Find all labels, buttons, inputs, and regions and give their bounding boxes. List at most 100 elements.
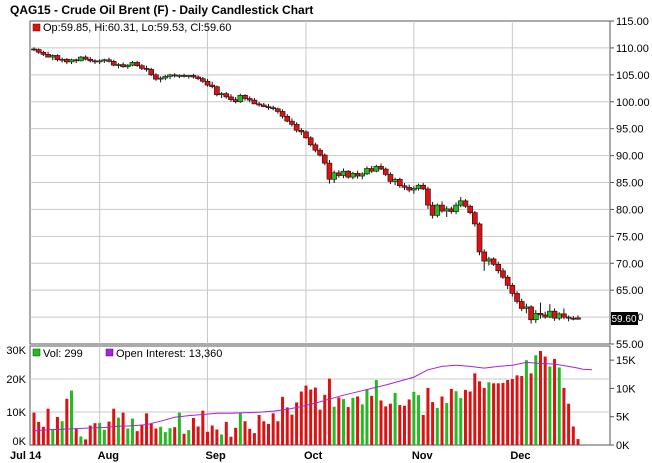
candle-body <box>87 58 94 62</box>
volume-bar <box>388 403 392 445</box>
volume-bar <box>402 405 406 445</box>
volume-bar <box>318 409 322 445</box>
candle-body <box>453 204 459 212</box>
candle-body <box>218 93 225 96</box>
volume-bars <box>32 350 580 445</box>
candle-body <box>185 75 192 77</box>
volume-bar <box>459 398 463 445</box>
volume-bar <box>266 423 270 445</box>
volume-bar <box>426 387 430 445</box>
volume-bar <box>553 358 557 445</box>
volume-bar <box>102 429 106 445</box>
volume-bar <box>548 366 552 445</box>
volume-bar <box>473 373 477 445</box>
volume-bar <box>431 402 435 445</box>
candle-body <box>64 58 70 63</box>
x-tick-label: Dec <box>510 450 530 462</box>
x-tick-label: Nov <box>412 450 434 462</box>
volume-bar <box>149 423 153 445</box>
candle-body <box>434 204 441 216</box>
volume-bar <box>88 425 92 445</box>
candle-body <box>45 54 51 58</box>
candle-body <box>368 168 375 172</box>
candle-body <box>457 200 464 206</box>
candle-body <box>340 170 347 176</box>
candle-body <box>284 115 291 122</box>
volume-bar <box>295 402 299 445</box>
volume-bar <box>332 406 336 445</box>
candle-body <box>439 204 445 212</box>
candle-body <box>298 129 305 133</box>
volume-bar <box>238 413 242 445</box>
price-tick-label: 80.00 <box>616 204 644 216</box>
volume-bar <box>365 389 369 445</box>
oi-tick-label: 5K <box>616 412 630 424</box>
candle-body <box>82 56 89 60</box>
candle-body <box>486 258 492 262</box>
volume-bar <box>571 426 575 445</box>
volume-bar <box>393 392 397 445</box>
candle-body <box>476 223 483 253</box>
candle-body <box>68 59 75 63</box>
volume-tick-label: 10K <box>6 407 26 419</box>
volume-bar <box>84 439 88 445</box>
volume-bar <box>337 397 341 445</box>
price-tick-label: 105.00 <box>616 70 650 82</box>
volume-bar <box>567 403 571 445</box>
candle-body <box>176 75 183 77</box>
volume-bar <box>182 433 186 445</box>
candle-body <box>190 75 197 78</box>
candle-body <box>504 276 511 286</box>
candle-body <box>411 188 417 191</box>
candle-body <box>467 205 473 213</box>
candle-body <box>415 184 422 189</box>
candle-body <box>378 166 384 170</box>
volume-bar <box>356 396 360 445</box>
volume-bar <box>140 424 144 445</box>
volume-bar <box>229 436 233 445</box>
candle-body <box>181 75 187 77</box>
candle-body <box>275 108 281 112</box>
volume-bar <box>130 418 134 445</box>
volume-bar <box>449 388 453 445</box>
x-tick-label: Sep <box>206 450 226 462</box>
volume-bar <box>281 396 285 445</box>
volume-bar <box>510 379 514 445</box>
volume-bar <box>243 421 247 445</box>
candle-body <box>336 172 342 176</box>
volume-bar <box>496 383 500 445</box>
candle-body <box>462 200 469 207</box>
volume-bar <box>173 427 177 445</box>
candle-body <box>200 78 206 82</box>
candle-body <box>345 170 352 178</box>
candle-body <box>425 188 431 206</box>
volume-bar <box>520 376 524 445</box>
candle-body <box>401 185 408 188</box>
x-tick-label: Jul 14 <box>10 450 42 462</box>
candle-body <box>78 56 84 62</box>
volume-bar <box>323 394 327 445</box>
candle-body <box>312 144 319 151</box>
candle-body <box>556 313 563 319</box>
ohlc-legend-swatch <box>32 23 41 32</box>
candle-body <box>490 258 497 265</box>
candle-body <box>148 69 155 76</box>
volume-bar <box>557 367 561 445</box>
volume-bar <box>107 421 111 445</box>
candle-body <box>542 314 548 318</box>
last-price-label: 59.60 <box>611 314 636 325</box>
chart-title: QAG15 - Crude Oil Brent (F) - Daily Cand… <box>10 3 313 17</box>
volume-bar <box>346 407 350 445</box>
volume-bar <box>543 356 547 445</box>
volume-bar <box>492 383 496 445</box>
price-tick-label: 75.00 <box>616 231 644 243</box>
candle-body <box>237 94 244 103</box>
candle-body <box>153 74 159 80</box>
price-tick-label: 90.00 <box>616 151 644 163</box>
volume-bar <box>121 412 125 445</box>
volume-bar <box>445 403 449 445</box>
candle-body <box>143 68 150 70</box>
volume-bar <box>145 413 149 445</box>
candle-body <box>392 178 398 182</box>
x-tick-label: Oct <box>304 450 323 462</box>
